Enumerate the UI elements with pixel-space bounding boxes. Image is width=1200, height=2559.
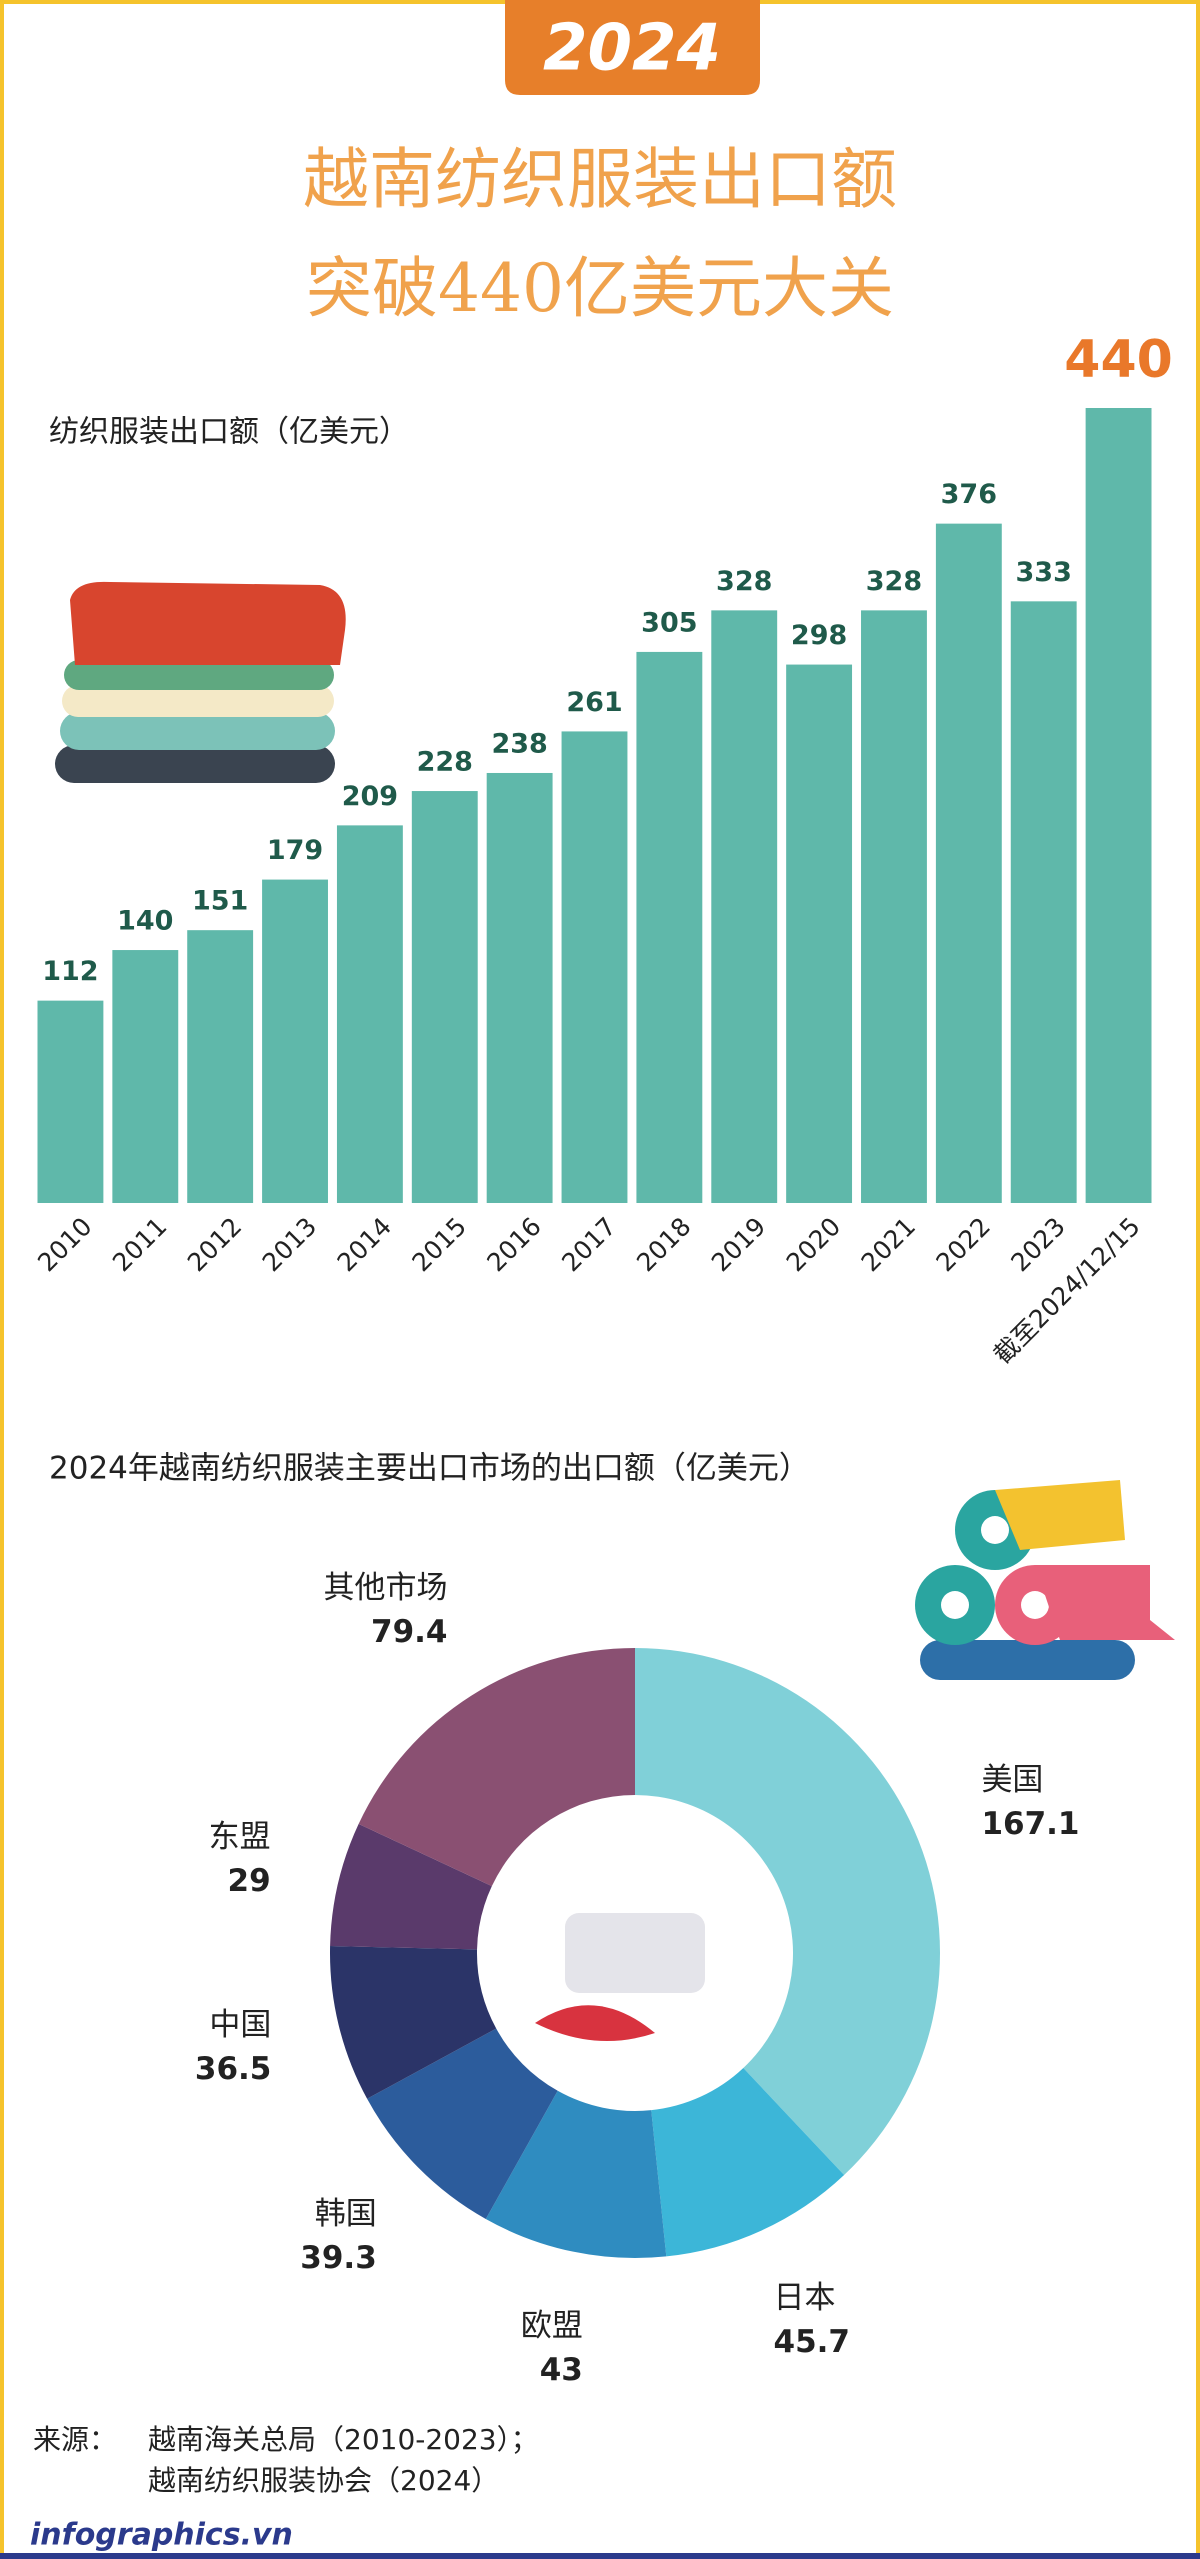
slice-value: 45.7 [774,2324,851,2360]
slice-name: 东盟 [209,1819,271,1855]
slice-name: 美国 [981,1762,1043,1798]
x-tick-label: 2015 [406,1212,471,1277]
source-label: 来源： [33,2423,117,2456]
footer-bar [0,2553,1200,2559]
slice-name: 其他市场 [324,1570,448,1606]
x-tick-label: 2016 [481,1212,546,1277]
x-tick-label: 2022 [931,1212,996,1277]
center-illustration [535,2005,655,2041]
data-label: 298 [791,620,847,651]
donut-segment [485,2090,667,2258]
slice-value: 39.3 [300,2240,377,2276]
bar [561,731,628,1203]
slice-name: 欧盟 [521,2308,583,2344]
data-label: 328 [866,566,922,597]
donut-segment [635,1648,941,2176]
data-label: 333 [1016,557,1072,588]
slice-value: 29 [228,1863,271,1899]
bar [37,1000,104,1203]
bar [861,610,927,1203]
source: 来源： 越南海关总局（2010-2023）； 越南纺织服装协会（2024） [33,2423,539,2497]
x-tick-label: 2013 [257,1212,322,1277]
bar [1085,408,1152,1203]
data-label: 179 [267,835,323,866]
data-label: 261 [566,687,622,718]
bar [187,930,254,1203]
bar [786,664,853,1203]
data-label: 209 [342,781,398,812]
donut-segment [651,2068,845,2257]
bar [262,879,328,1203]
data-label: 112 [42,956,98,987]
footer: infographics.vn [30,2518,293,2553]
x-tick-label: 2010 [32,1212,97,1277]
bar [336,825,403,1203]
donut-segment [330,1823,492,1950]
slice-value: 43 [540,2352,583,2388]
data-label: 238 [491,728,547,759]
bar [112,950,179,1203]
x-tick-label: 2023 [1005,1212,1070,1277]
bar [636,651,703,1203]
chart-title: 2024年越南纺织服装主要出口市场的出口额（亿美元） [49,1451,810,1487]
badge-text: 2024 [543,12,721,86]
source-line: 越南海关总局（2010-2023）； [148,2423,539,2456]
slice-name: 韩国 [315,2196,377,2232]
slice-name: 日本 [774,2280,836,2316]
data-label: 440 [1064,330,1173,390]
source-line: 越南纺织服装协会（2024） [148,2464,499,2497]
title-line: 突破440亿美元大关 [306,250,894,327]
x-tick-label: 2014 [332,1212,397,1277]
x-tick-label: 2020 [781,1212,846,1277]
x-tick-label: 2021 [856,1212,921,1277]
y-axis-label: 纺织服装出口额（亿美元） [49,415,409,450]
donut-segment [358,1647,635,1887]
fabric-illustration [915,1480,1175,1680]
x-tick-label: 2019 [706,1212,771,1277]
data-label: 305 [641,607,697,638]
data-label: 140 [117,906,173,937]
data-label: 376 [941,479,997,510]
bar [1010,601,1077,1203]
bar [486,772,553,1203]
center-illustration [565,1913,705,1993]
donut-segment [330,1946,497,2099]
slice-value: 167.1 [981,1806,1079,1842]
x-tick-label: 2011 [107,1212,172,1277]
data-label: 228 [417,747,473,778]
badge [505,0,760,95]
title-line: 越南纺织服装出口额 [303,141,897,218]
bar [711,610,778,1203]
bar [411,791,478,1203]
x-tick-label: 2012 [182,1212,247,1277]
slice-value: 79.4 [371,1614,448,1650]
slice-name: 中国 [209,2007,271,2043]
x-tick-label: 2017 [556,1212,621,1277]
x-tick-label: 2018 [631,1212,696,1277]
data-label: 328 [716,566,772,597]
bar [935,523,1002,1203]
slice-value: 36.5 [195,2051,272,2087]
data-label: 151 [192,886,248,917]
donut-segment [367,2028,558,2220]
clothes-illustration [55,581,346,783]
